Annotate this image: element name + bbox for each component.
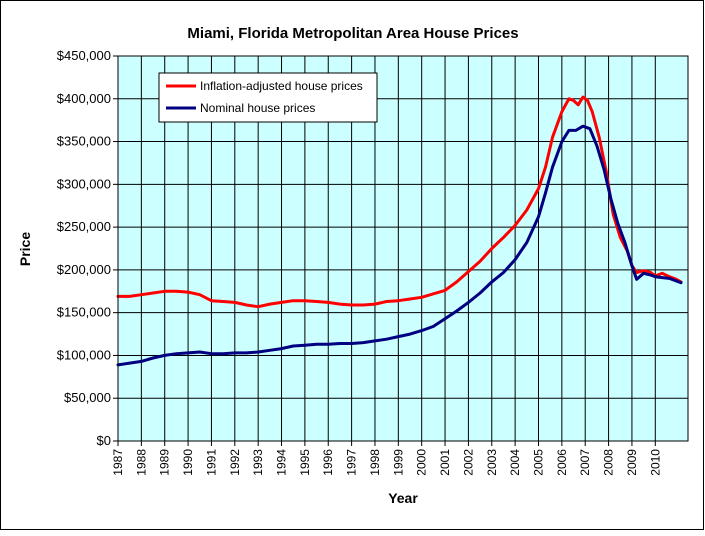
x-tick-label: 1999	[391, 449, 405, 476]
x-tick-label: 2005	[531, 449, 545, 476]
x-tick-label: 1989	[158, 449, 172, 476]
legend-label-inflation-adjusted: Inflation-adjusted house prices	[200, 79, 363, 93]
x-tick-label: 1994	[275, 449, 289, 476]
x-axis-label: Year	[388, 490, 418, 506]
plot-border	[117, 55, 689, 442]
x-tick-label: 2006	[555, 449, 569, 476]
y-tick-label: $50,000	[64, 390, 111, 405]
y-tick-label: $350,000	[57, 134, 111, 149]
x-tick-label: 1987	[111, 449, 125, 476]
y-tick-label: $250,000	[57, 219, 111, 234]
y-axis-label: Price	[17, 232, 33, 266]
x-tick-label: 1997	[345, 449, 359, 476]
x-tick-label: 1993	[251, 449, 265, 476]
legend-label-nominal: Nominal house prices	[200, 101, 315, 115]
legend: Inflation-adjusted house prices Nominal …	[158, 72, 378, 123]
x-tick-label: 1998	[368, 449, 382, 476]
series-line-nominal	[116, 124, 683, 367]
x-tick-label: 2010	[648, 449, 662, 476]
x-tick-label: 1996	[321, 449, 335, 476]
x-tick-label: 2007	[578, 449, 592, 476]
y-tick-label: $0	[97, 433, 111, 448]
x-tick-label: 1992	[228, 449, 242, 476]
y-tick-label: $450,000	[57, 48, 111, 63]
x-tick-label: 2003	[485, 449, 499, 476]
series-line-inflation-adjusted	[116, 95, 683, 309]
x-tick-label: 2001	[438, 449, 452, 476]
x-tick-label: 2002	[461, 449, 475, 476]
y-tick-label: $100,000	[57, 347, 111, 362]
y-axis-ticks: $0 $50,000 $100,000 $150,000 $200,000 $250,00…	[57, 48, 118, 448]
x-tick-label: 1995	[298, 449, 312, 476]
x-tick-label: 1988	[134, 449, 148, 476]
y-tick-label: $200,000	[57, 262, 111, 277]
x-axis-ticks: 1987 1988 1989 1990 1991 1992 1993 1994 1995 1996…	[111, 441, 662, 476]
legend-box	[158, 72, 378, 123]
x-tick-label: 2000	[415, 449, 429, 476]
x-tick-label: 2004	[508, 449, 522, 476]
x-tick-label: 1990	[181, 449, 195, 476]
series-layer	[116, 95, 683, 367]
x-tick-label: 2008	[602, 449, 616, 476]
chart-title: Miami, Florida Metropolitan Area House P…	[187, 25, 518, 42]
y-tick-label: $400,000	[57, 91, 111, 106]
x-tick-label: 2009	[625, 449, 639, 476]
y-tick-label: $300,000	[57, 176, 111, 191]
y-tick-label: $150,000	[57, 305, 111, 320]
x-tick-label: 1991	[204, 449, 218, 476]
